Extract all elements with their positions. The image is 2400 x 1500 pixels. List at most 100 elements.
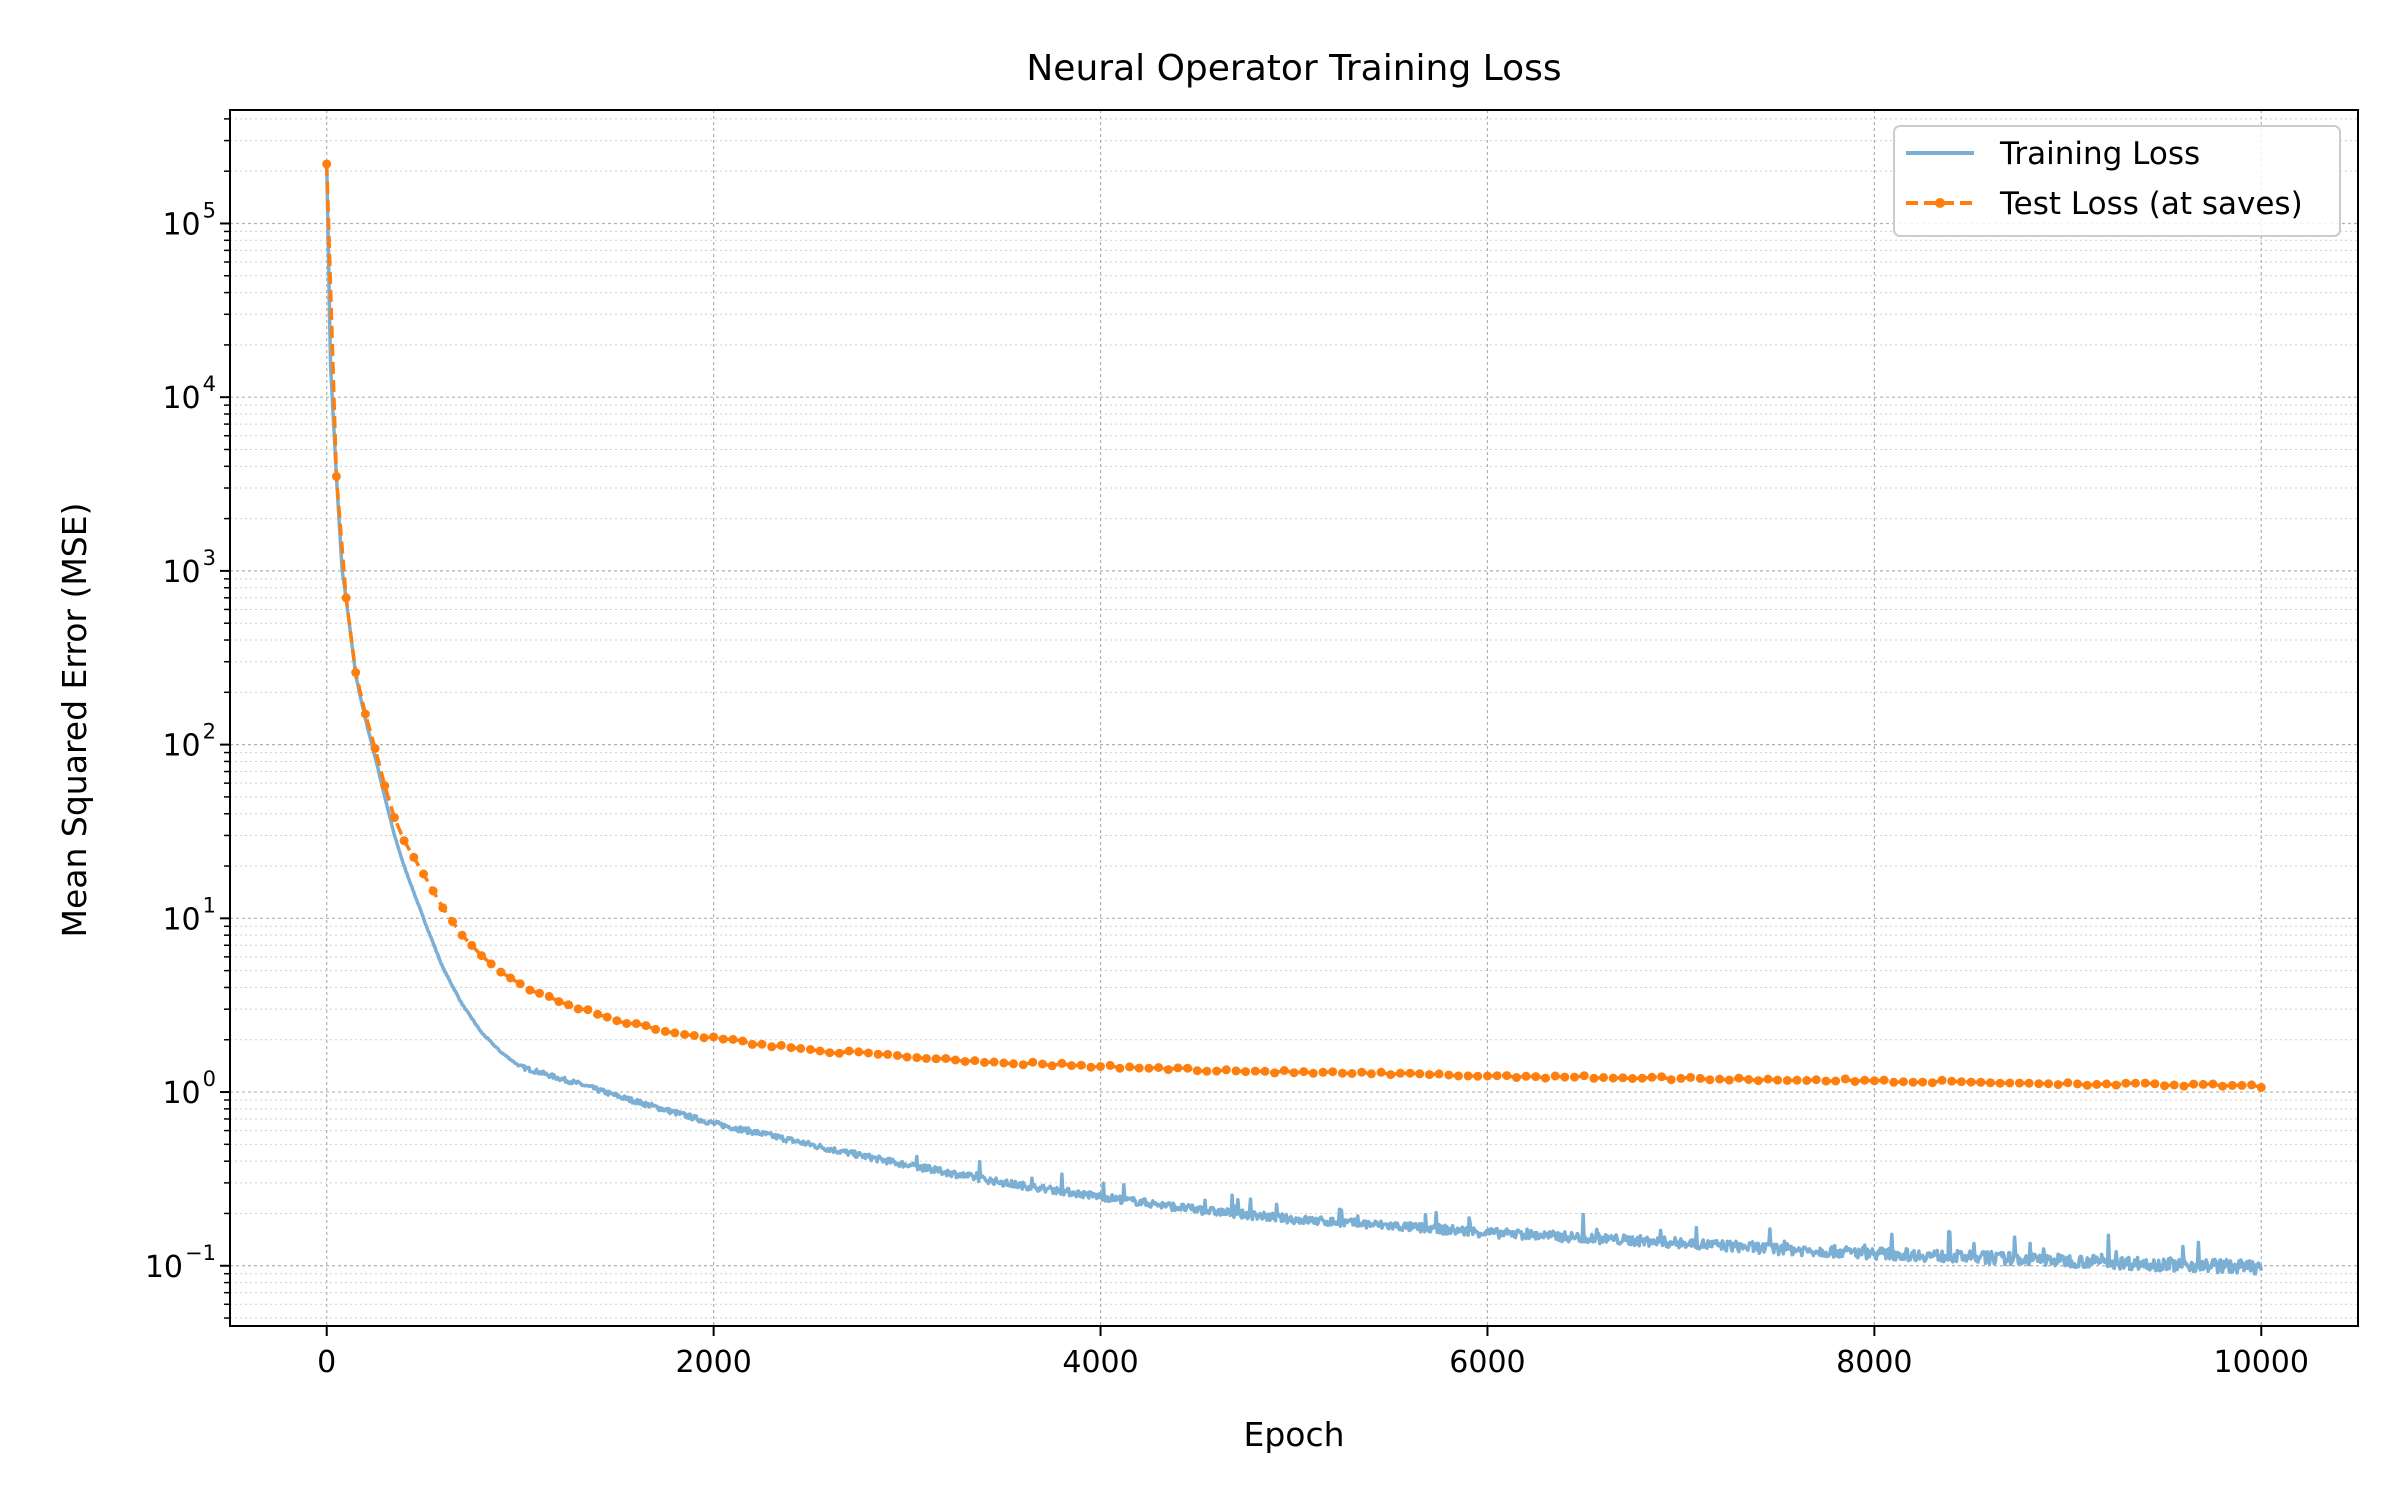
test-loss-point [951, 1055, 960, 1065]
test-loss-point [1250, 1066, 1260, 1076]
test-loss-point [1318, 1067, 1328, 1077]
test-loss-point [1337, 1068, 1347, 1078]
test-loss-point [1869, 1076, 1879, 1086]
x-tick-label: 0 [317, 1345, 336, 1380]
y-tick-exponent: −1 [185, 1241, 216, 1265]
y-tick-exponent: 1 [203, 893, 216, 917]
test-loss-point [1927, 1078, 1937, 1088]
test-loss-point [380, 781, 390, 791]
test-loss-point [1057, 1058, 1067, 1068]
test-loss-point [612, 1016, 622, 1026]
test-loss-point [1395, 1068, 1405, 1078]
test-loss-point [1579, 1071, 1589, 1081]
test-loss-point [1676, 1073, 1686, 1083]
test-loss-point [370, 744, 380, 753]
test-loss-point [699, 1033, 709, 1043]
test-loss-point [1183, 1063, 1193, 1073]
test-loss-point [2237, 1080, 2247, 1090]
test-loss-point [1154, 1063, 1164, 1072]
test-loss-point [2082, 1080, 2092, 1090]
test-loss-point [1308, 1068, 1318, 1078]
test-loss-point [1212, 1066, 1222, 1076]
test-loss-point [1241, 1067, 1251, 1077]
test-loss-point [902, 1052, 912, 1062]
x-tick-label: 8000 [1836, 1345, 1912, 1380]
test-loss-point [2179, 1081, 2189, 1091]
y-tick-base: 10 [162, 381, 200, 416]
test-loss-point [1483, 1071, 1492, 1081]
test-loss-point [1985, 1078, 1995, 1088]
test-loss-point [1502, 1071, 1512, 1081]
y-tick-label: 10 [162, 381, 200, 416]
test-loss-point [2024, 1078, 2034, 1088]
legend-test-marker [1935, 198, 1945, 208]
y-tick-base: 10 [162, 555, 200, 590]
test-loss-point [999, 1058, 1009, 1068]
test-loss-point [680, 1030, 690, 1039]
test-loss-point [747, 1039, 757, 1049]
test-loss-point [892, 1051, 902, 1060]
x-tick-label: 2000 [675, 1345, 751, 1380]
test-loss-point [1811, 1075, 1821, 1085]
test-loss-point [1821, 1076, 1831, 1086]
test-loss-point [1405, 1068, 1415, 1078]
test-loss-point [1773, 1075, 1783, 1085]
test-loss-point [544, 991, 554, 1001]
test-loss-point [863, 1048, 873, 1058]
test-loss-point [960, 1057, 970, 1066]
test-loss-point [1386, 1070, 1396, 1080]
y-tick-label: 10 [162, 902, 200, 937]
test-loss-point [2208, 1079, 2218, 1089]
test-loss-point [419, 869, 428, 879]
test-loss-point [1589, 1073, 1599, 1083]
test-loss-point [467, 940, 477, 950]
test-loss-point [1444, 1070, 1454, 1080]
test-loss-point [651, 1024, 661, 1034]
test-loss-point [1105, 1060, 1115, 1070]
test-loss-point [477, 951, 486, 961]
test-loss-point [1192, 1066, 1202, 1076]
test-loss-point [1492, 1071, 1502, 1081]
x-tick-label: 10000 [2214, 1345, 2309, 1380]
test-loss-point [1231, 1066, 1241, 1076]
test-loss-point [1096, 1062, 1105, 1071]
test-loss-point [1125, 1062, 1135, 1072]
test-loss-point [399, 836, 409, 846]
test-loss-point [805, 1045, 815, 1054]
test-loss-point [1628, 1074, 1637, 1083]
test-loss-point [1686, 1072, 1696, 1082]
test-loss-point [1028, 1057, 1038, 1067]
test-loss-point [486, 959, 496, 969]
test-loss-point [2111, 1080, 2121, 1090]
test-loss-point [1289, 1068, 1299, 1078]
test-loss-point [912, 1053, 922, 1063]
test-loss-point [825, 1048, 835, 1058]
test-loss-point [1860, 1075, 1870, 1085]
test-loss-point [2044, 1079, 2053, 1089]
test-loss-point [1424, 1070, 1434, 1080]
test-loss-point [1608, 1073, 1618, 1083]
test-loss-point [2169, 1080, 2179, 1090]
test-loss-point [1434, 1069, 1444, 1079]
test-loss-point [448, 917, 457, 926]
legend: Training Loss Test Loss (at saves) [1893, 125, 2341, 237]
test-loss-point [2005, 1078, 2015, 1088]
test-loss-point [1599, 1073, 1608, 1082]
test-loss-point [1347, 1069, 1357, 1078]
test-loss-point [1038, 1059, 1047, 1069]
test-loss-point [1657, 1072, 1667, 1082]
test-loss-point [1918, 1077, 1928, 1087]
test-loss-point [322, 159, 332, 169]
test-loss-point [2034, 1079, 2044, 1089]
test-loss-point [1328, 1067, 1338, 1077]
test-loss-point [776, 1040, 786, 1050]
test-loss-point [564, 1000, 573, 1010]
test-loss-point [921, 1054, 931, 1063]
x-tick-label: 6000 [1449, 1345, 1525, 1380]
y-tick-label: 10 [162, 207, 200, 242]
test-loss-point [1850, 1077, 1860, 1086]
test-loss-point [535, 988, 544, 998]
test-loss-point [1937, 1075, 1947, 1085]
